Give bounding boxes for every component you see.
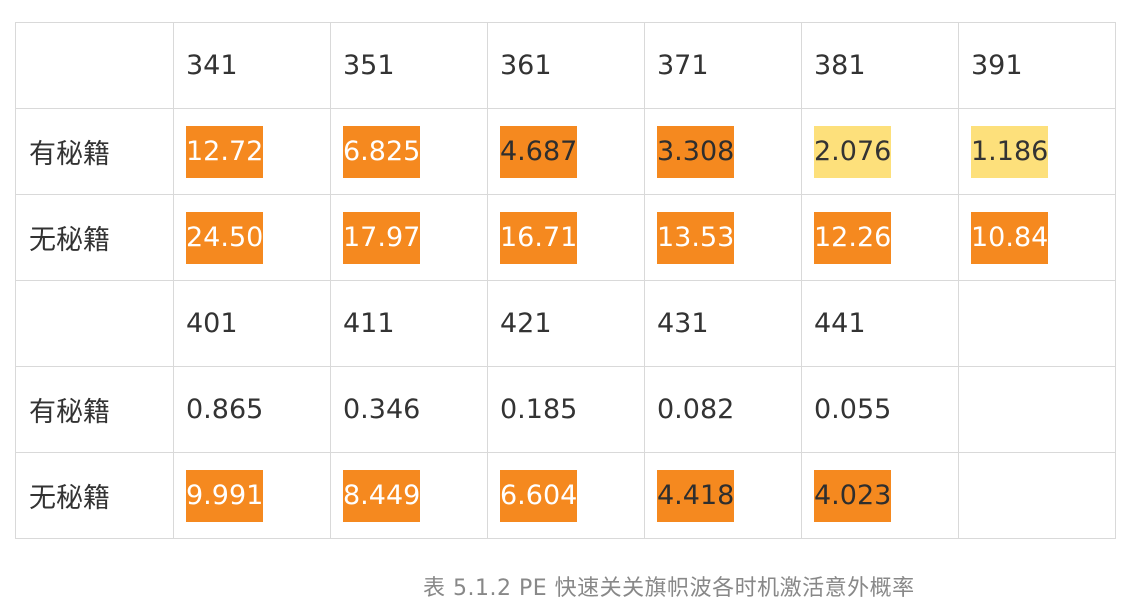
highlighted-value: 6.604 (500, 469, 578, 522)
highlighted-value: 8.449 (343, 469, 421, 522)
table-cell: 24.50 (173, 194, 331, 281)
table-row-header-2: 401 411 421 431 441 (15, 280, 1116, 367)
highlighted-value: 13.53 (657, 211, 735, 264)
table-row-with-secret-2: 有秘籍 0.865 0.346 0.185 0.082 0.055 (15, 366, 1116, 453)
highlighted-value: 4.418 (657, 469, 735, 522)
highlighted-value: 4.687 (500, 125, 578, 178)
table-cell: 0.185 (487, 366, 645, 453)
table-cell: 0.346 (330, 366, 488, 453)
highlighted-value: 3.308 (657, 125, 735, 178)
probability-table: 341 351 361 371 381 391 有秘籍 12.72 6.825 … (15, 22, 1116, 539)
column-header-431: 431 (644, 280, 802, 367)
table-cell: 4.418 (644, 452, 802, 539)
table-cell: 4.023 (801, 452, 959, 539)
column-header-441: 441 (801, 280, 959, 367)
table-cell: 1.186 (958, 108, 1116, 195)
empty-cell (958, 280, 1116, 367)
table-cell: 0.055 (801, 366, 959, 453)
highlighted-value: 6.825 (343, 125, 421, 178)
table-row-with-secret-1: 有秘籍 12.72 6.825 4.687 3.308 2.076 1.186 (15, 108, 1116, 195)
table-cell: 8.449 (330, 452, 488, 539)
table-row-without-secret-1: 无秘籍 24.50 17.97 16.71 13.53 12.26 10.84 (15, 194, 1116, 281)
table-cell: 0.082 (644, 366, 802, 453)
row-label: 有秘籍 (15, 366, 174, 453)
highlighted-value: 10.84 (971, 211, 1049, 264)
table-cell: 9.991 (173, 452, 331, 539)
column-header-391: 391 (958, 22, 1116, 109)
table-cell: 16.71 (487, 194, 645, 281)
column-header-361: 361 (487, 22, 645, 109)
empty-cell (958, 366, 1116, 453)
column-header-401: 401 (173, 280, 331, 367)
table-cell: 4.687 (487, 108, 645, 195)
column-header-341: 341 (173, 22, 331, 109)
table-cell: 12.26 (801, 194, 959, 281)
column-header-411: 411 (330, 280, 488, 367)
table-row-without-secret-2: 无秘籍 9.991 8.449 6.604 4.418 4.023 (15, 452, 1116, 539)
table-cell: 2.076 (801, 108, 959, 195)
table-cell: 10.84 (958, 194, 1116, 281)
row-label: 无秘籍 (15, 452, 174, 539)
table-cell: 12.72 (173, 108, 331, 195)
table-cell: 17.97 (330, 194, 488, 281)
table-row-header-1: 341 351 361 371 381 391 (15, 22, 1116, 109)
highlighted-value: 17.97 (343, 211, 421, 264)
highlighted-value: 12.26 (814, 211, 892, 264)
highlighted-value: 12.72 (186, 125, 264, 178)
highlighted-value: 2.076 (814, 125, 892, 178)
highlighted-value: 9.991 (186, 469, 264, 522)
row-label: 有秘籍 (15, 108, 174, 195)
highlighted-value: 1.186 (971, 125, 1049, 178)
table-cell: 6.825 (330, 108, 488, 195)
table-cell: 13.53 (644, 194, 802, 281)
table-caption: 表 5.1.2 PE 快速关关旗帜波各时机激活意外概率 (423, 576, 915, 601)
column-header-371: 371 (644, 22, 802, 109)
table-cell: 3.308 (644, 108, 802, 195)
highlighted-value: 4.023 (814, 469, 892, 522)
table-corner-cell (15, 280, 174, 367)
column-header-381: 381 (801, 22, 959, 109)
column-header-351: 351 (330, 22, 488, 109)
empty-cell (958, 452, 1116, 539)
highlighted-value: 24.50 (186, 211, 264, 264)
table-corner-cell (15, 22, 174, 109)
column-header-421: 421 (487, 280, 645, 367)
highlighted-value: 16.71 (500, 211, 578, 264)
table-cell: 0.865 (173, 366, 331, 453)
table-cell: 6.604 (487, 452, 645, 539)
row-label: 无秘籍 (15, 194, 174, 281)
